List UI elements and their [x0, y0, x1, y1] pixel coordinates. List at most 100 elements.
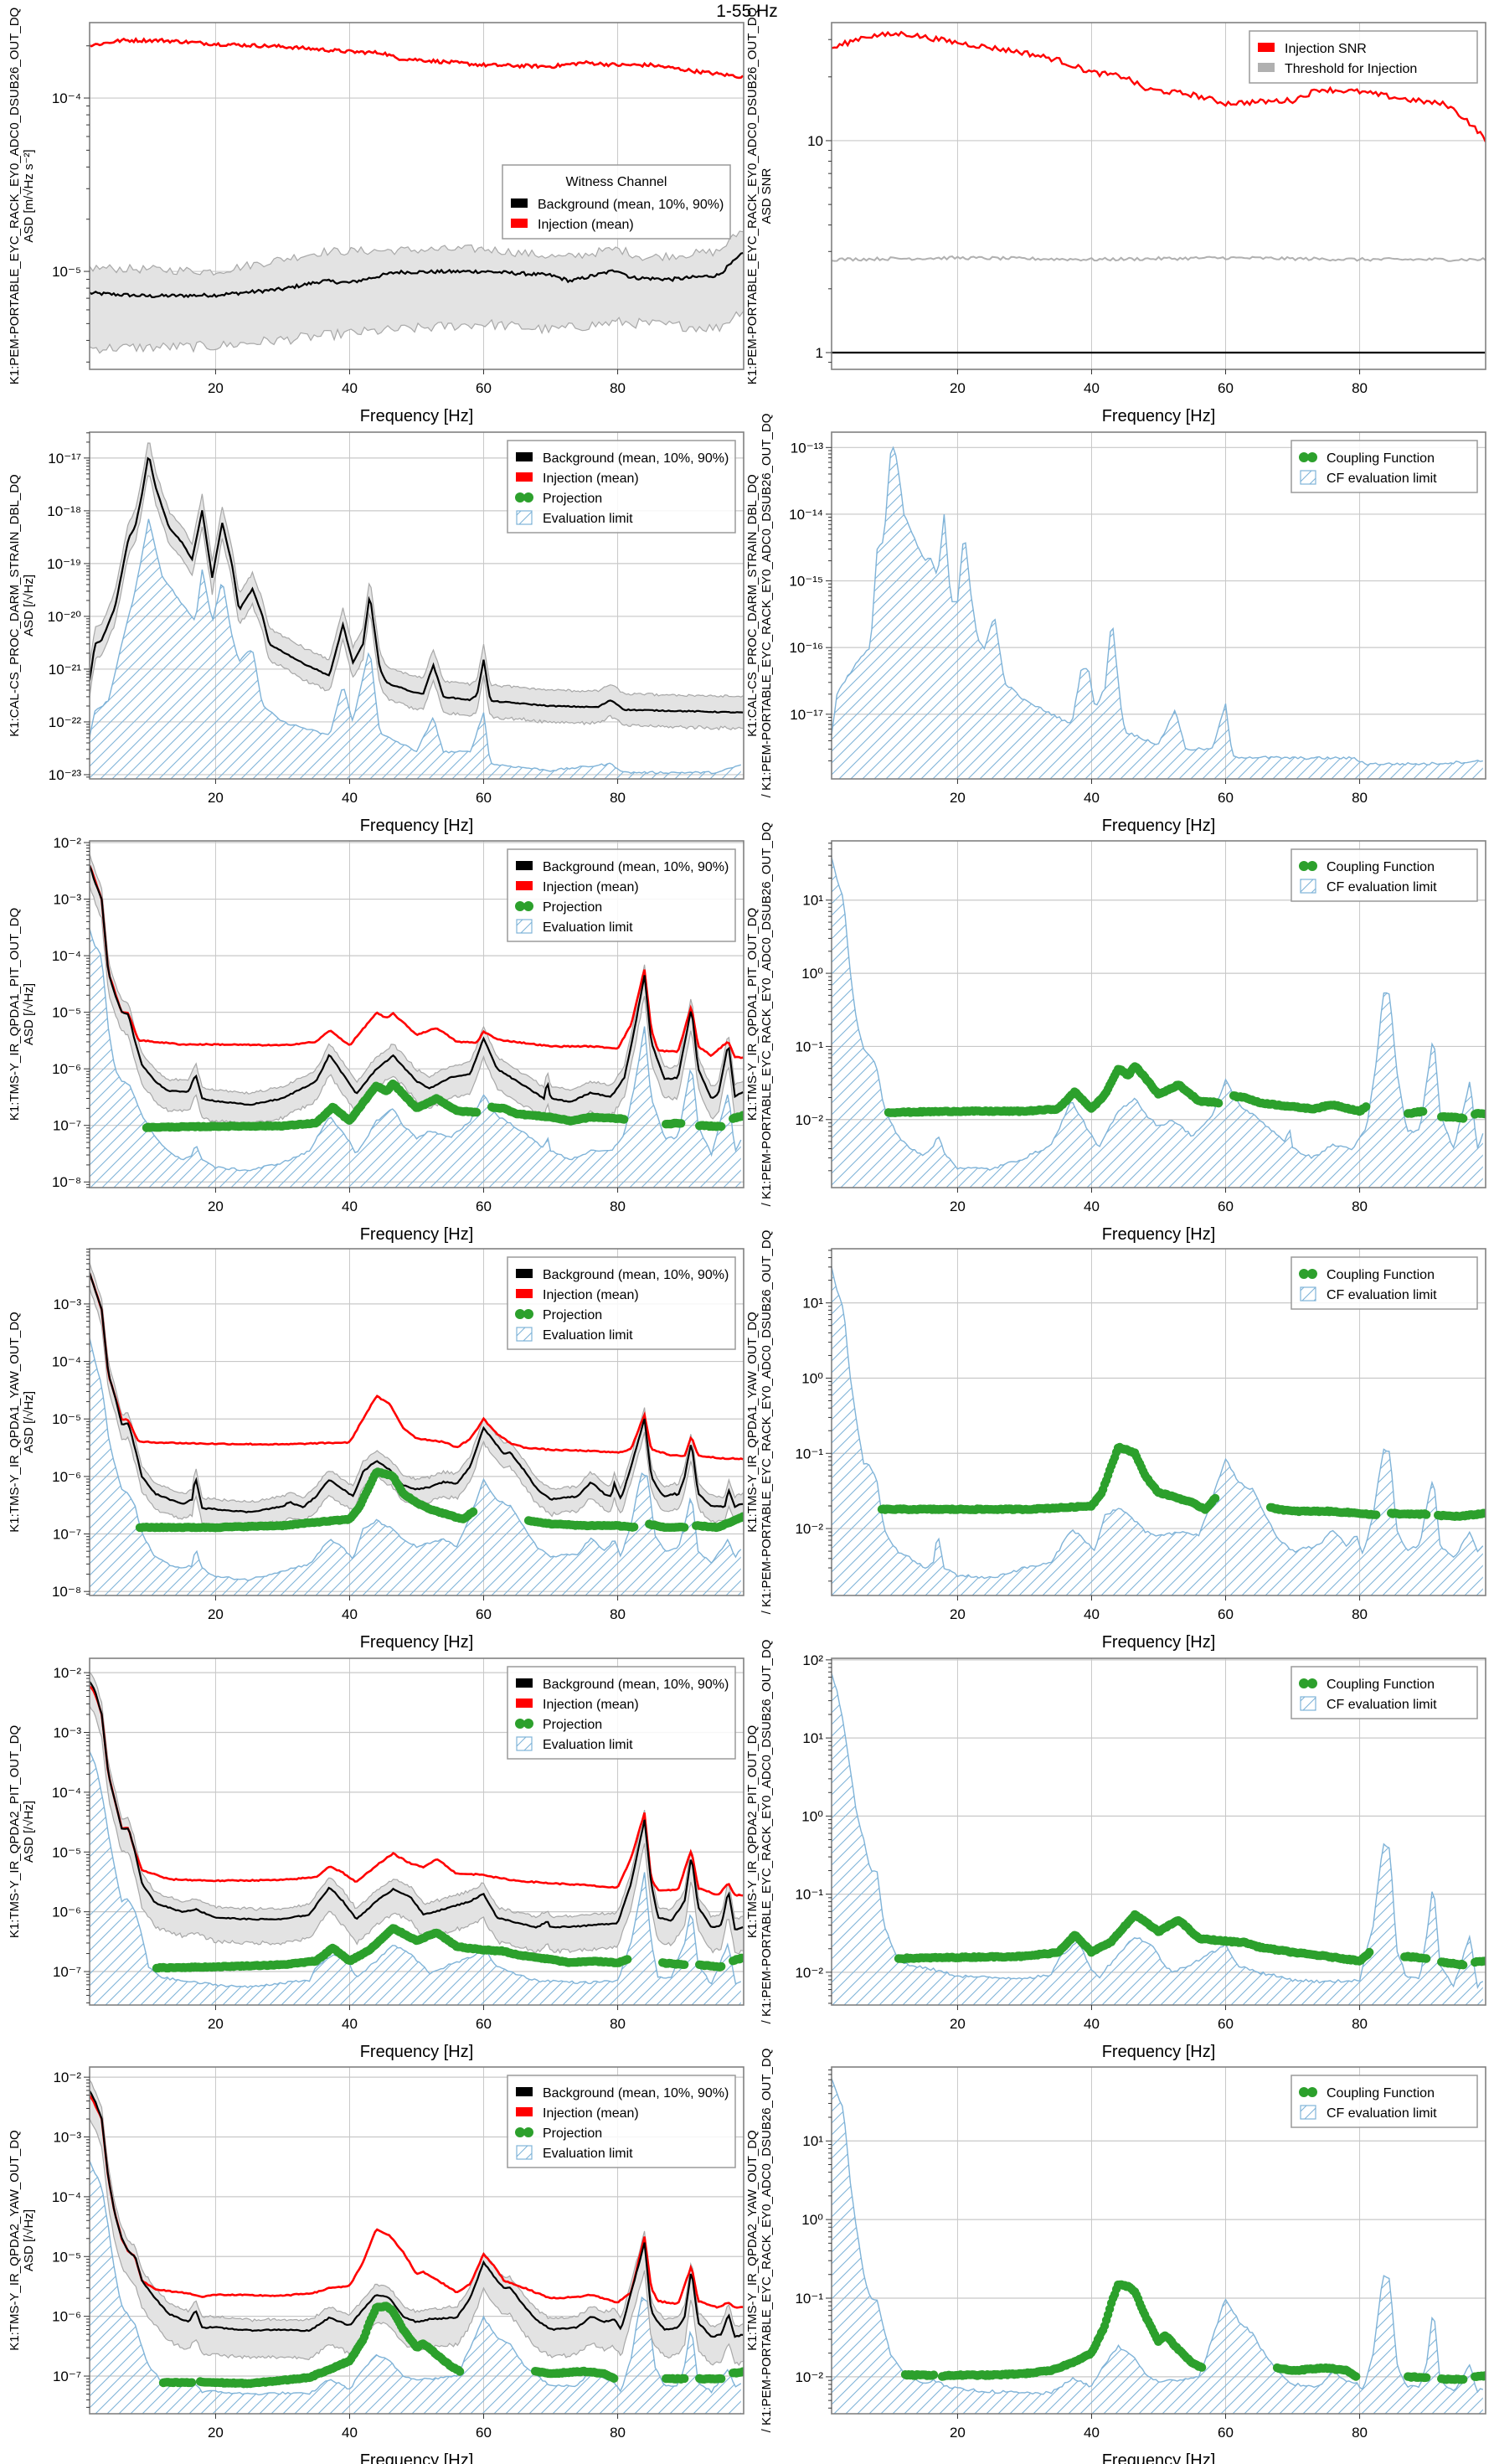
- legend: Background (mean, 10%, 90%) Injection (me…: [507, 1256, 736, 1350]
- projection-point: [677, 1119, 686, 1128]
- y-axis-label-line: ASD [/√Hz]: [22, 575, 36, 637]
- x-tick-label: 80: [610, 1198, 626, 1214]
- y-axis-label-line: ASD [/√Hz]: [22, 983, 36, 1045]
- legend-entry-label: Injection (mean): [543, 1698, 639, 1712]
- coupling-function-points: [900, 2280, 1486, 2384]
- projection-points: [152, 1924, 744, 1973]
- legend-entry-label: Background (mean, 10%, 90%): [538, 198, 724, 212]
- coupling-point: [1481, 1110, 1486, 1119]
- legend: Injection SNR Threshold for Injection: [1249, 30, 1478, 84]
- plot-area: [832, 446, 1483, 779]
- x-tick-label: 20: [208, 2016, 224, 2032]
- legend: Background (mean, 10%, 90%) Injection (me…: [507, 440, 736, 534]
- x-axis-label: Frequency [Hz]: [1102, 2451, 1216, 2464]
- legend: Coupling Function CF evaluation limit: [1291, 2075, 1478, 2128]
- y-tick-label: 10⁻²: [53, 1665, 81, 1681]
- y-tick-label: 10⁻¹: [795, 1039, 823, 1054]
- background-10-line: [90, 311, 744, 354]
- legend-box: [1249, 30, 1478, 84]
- y-tick-label: 10⁻¹⁵: [789, 574, 823, 590]
- x-tick-label: 60: [1218, 2425, 1234, 2441]
- legend-swatch-projection: [523, 492, 533, 503]
- legend-entry-label: Coupling Function: [1327, 1678, 1435, 1692]
- y-tick-label: 10⁻⁵: [52, 1411, 81, 1427]
- legend-swatch-evaluation-limit: [1300, 2105, 1316, 2120]
- y-axis-label-line: / K1:PEM-PORTABLE_EYC_RACK_EY0_ADC0_DSUB…: [760, 414, 774, 798]
- legend-swatch-evaluation-limit: [516, 1327, 533, 1342]
- legend-entry-label: Injection (mean): [543, 472, 639, 486]
- y-axis-label: K1:TMS-Y_IR_QPDA2_PIT_OUT_DQASD [/√Hz]: [8, 1725, 36, 1938]
- x-tick-label: 20: [208, 380, 224, 396]
- projection-points: [158, 2302, 744, 2389]
- y-axis-label-line: K1:PEM-PORTABLE_EYC_RACK_EY0_ADC0_DSUB26…: [745, 8, 760, 384]
- legend: Background (mean, 10%, 90%) Injection (me…: [507, 848, 736, 942]
- legend-swatch-evaluation-limit: [1300, 879, 1316, 894]
- y-axis-label: K1:TMS-Y_IR_QPDA1_PIT_OUT_DQASD [/√Hz]: [8, 908, 36, 1121]
- y-axis-label: K1:CAL-CS_PROC_DARM_STRAIN_DBL_DQ/ K1:PE…: [745, 414, 774, 798]
- background-mean-line: [90, 1272, 744, 1513]
- y-tick-label: 10⁻¹: [795, 1446, 823, 1461]
- y-tick-label: 10⁻⁴: [52, 1354, 81, 1370]
- evaluation-limit-area: [832, 447, 1483, 779]
- legend-box: [507, 440, 736, 534]
- y-tick-label: 10⁻⁶: [52, 2309, 81, 2325]
- projection-points: [135, 1467, 744, 1533]
- x-tick-label: 60: [1218, 790, 1234, 806]
- legend-swatch-projection: [523, 2127, 533, 2137]
- x-tick-label: 60: [476, 1198, 492, 1214]
- grid: [832, 841, 1486, 1188]
- x-axis: 20 40 60 80 Frequency [Hz]: [950, 2414, 1368, 2464]
- legend-swatch-evaluation-limit: [516, 919, 533, 934]
- x-tick-label: 80: [610, 2016, 626, 2032]
- coupling-point: [1481, 1508, 1486, 1518]
- evaluation-limit-line: [90, 928, 742, 1172]
- legend: Background (mean, 10%, 90%) Injection (me…: [507, 2075, 736, 2168]
- panel-r5-left: 10⁻² 10⁻³ 10⁻⁴ 10⁻⁵ 10⁻⁶ 10⁻⁷ 20 40 60 80 Frequenc…: [8, 1657, 744, 2061]
- legend-entry-label: Evaluation limit: [543, 512, 633, 526]
- x-tick-label: 60: [476, 2016, 492, 2032]
- legend-swatch-evaluation-limit: [516, 1736, 533, 1751]
- x-tick-label: 60: [1218, 380, 1234, 396]
- panel-r2-left: 10⁻¹⁷ 10⁻¹⁸ 10⁻¹⁹ 10⁻²⁰ 10⁻²¹ 10⁻²² 10⁻²³ 20 40 6…: [8, 431, 744, 835]
- x-tick-label: 20: [950, 1198, 966, 1214]
- legend-swatch-projection: [1299, 1678, 1309, 1688]
- legend-swatch-projection: [515, 2127, 525, 2137]
- projection-point: [455, 2367, 465, 2376]
- legend-entry-label: Projection: [543, 492, 602, 506]
- y-tick-label: 10²: [802, 1652, 823, 1668]
- evaluation-limit-area: [90, 518, 741, 779]
- legend-box: [1291, 1666, 1478, 1719]
- legend-swatch-background: [516, 452, 533, 461]
- x-tick-label: 80: [1352, 2425, 1368, 2441]
- x-tick-label: 20: [950, 380, 966, 396]
- legend-box: [507, 1256, 736, 1350]
- y-tick-label: 10⁻⁶: [52, 1905, 81, 1920]
- y-axis-label-line: K1:CAL-CS_PROC_DARM_STRAIN_DBL_DQ: [745, 474, 760, 736]
- y-tick-label: 10⁻¹⁷: [48, 451, 81, 467]
- panel-r4-left: 10⁻³ 10⁻⁴ 10⁻⁵ 10⁻⁶ 10⁻⁷ 10⁻⁸ 20 40 60 80 Frequenc…: [8, 1248, 744, 1652]
- y-tick-label: 10⁻⁸: [52, 1174, 81, 1190]
- projection-point: [680, 1960, 689, 1969]
- legend-swatch-projection: [1307, 452, 1317, 462]
- plot-area: [90, 442, 744, 779]
- y-axis-label: K1:PEM-PORTABLE_EYC_RACK_EY0_ADC0_DSUB26…: [8, 8, 36, 384]
- evaluation-limit-line: [832, 1673, 1484, 1990]
- legend-swatch-projection: [515, 901, 525, 911]
- legend-swatch-background: [516, 1678, 533, 1688]
- legend-swatch-evaluation-limit: [1300, 1286, 1316, 1302]
- y-tick-label: 10: [807, 133, 823, 149]
- y-axis-label-line: K1:TMS-Y_IR_QPDA2_PIT_OUT_DQ: [8, 1725, 22, 1938]
- y-axis-label-line: K1:TMS-Y_IR_QPDA2_YAW_OUT_DQ: [8, 2130, 22, 2350]
- axes-frame: [89, 2066, 744, 2415]
- projection-point: [739, 1953, 744, 1963]
- evaluation-limit-area: [90, 2160, 741, 2414]
- coupling-point: [1459, 2374, 1468, 2384]
- threshold-line: [832, 255, 1486, 262]
- y-tick-label: 10⁻⁴: [52, 2189, 81, 2205]
- coupling-point: [1352, 2372, 1361, 2381]
- y-axis-label-line: K1:TMS-Y_IR_QPDA2_PIT_OUT_DQ: [745, 1725, 760, 1938]
- legend-swatch-injection: [516, 881, 533, 890]
- axes-frame: [89, 1248, 744, 1596]
- legend-entry-label: Background (mean, 10%, 90%): [543, 1678, 729, 1692]
- x-tick-label: 60: [1218, 1198, 1234, 1214]
